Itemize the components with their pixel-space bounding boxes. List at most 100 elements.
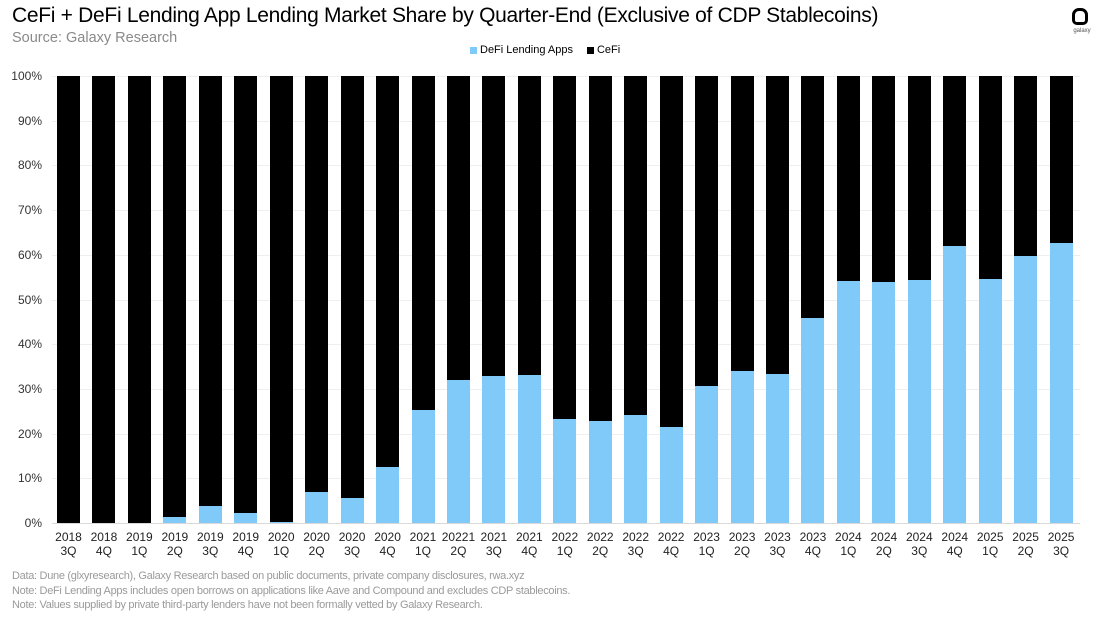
galaxy-logo-icon (1072, 8, 1088, 25)
x-tick-label: 2021 3Q (480, 530, 508, 558)
bar-segment-defi (659, 426, 683, 523)
bar-segment-defi (1014, 256, 1038, 523)
bar-segment-cefi (801, 76, 825, 318)
bar-stack (269, 76, 293, 523)
bar-segment-defi (305, 491, 329, 523)
bar-stack (376, 76, 400, 523)
bar-stack (1049, 76, 1073, 523)
x-tick-label: 2018 4Q (90, 530, 118, 558)
bar-stack (730, 76, 754, 523)
bar-segment-cefi (1049, 76, 1073, 244)
x-tick-label: 2024 4Q (941, 530, 969, 558)
bar-stack (517, 76, 541, 523)
bar-segment-defi (482, 375, 506, 523)
bar-stack (943, 76, 967, 523)
y-tick-label: 30% (17, 381, 42, 396)
bar-stack (695, 76, 719, 523)
galaxy-logo-text: galaxy (1073, 28, 1091, 34)
y-tick-label: 90% (17, 113, 42, 128)
bar-stack (234, 76, 258, 523)
bar-segment-cefi (730, 76, 754, 372)
bar-segment-defi (907, 279, 931, 523)
y-tick-label: 40% (17, 337, 42, 352)
bar-stack (588, 76, 612, 523)
footnote-vetting: Note: Values supplied by private third-p… (12, 599, 483, 611)
bar-stack (92, 76, 116, 523)
bar-segment-defi (446, 379, 470, 523)
bar-segment-cefi (553, 76, 577, 419)
chart-subtitle: Source: Galaxy Research (12, 30, 178, 46)
bar-stack (127, 76, 151, 523)
x-tick-label: 2025 1Q (976, 530, 1004, 558)
legend-label-cefi: CeFi (596, 44, 621, 56)
bar-segment-cefi (127, 76, 151, 523)
bar-segment-cefi (907, 76, 931, 280)
bar-segment-defi (553, 418, 577, 523)
y-tick-label: 50% (17, 292, 42, 307)
bar-stack (907, 76, 931, 523)
bar-segment-defi (695, 386, 719, 523)
bar-segment-defi (943, 245, 967, 523)
x-tick-label: 2023 4Q (799, 530, 827, 558)
bar-segment-defi (766, 374, 789, 523)
bar-segment-cefi (872, 76, 896, 283)
x-tick-label: 2019 3Q (196, 530, 224, 558)
bar-segment-defi (624, 414, 648, 523)
x-tick-label: 2022 2Q (586, 530, 614, 558)
bar-segment-cefi (92, 76, 116, 523)
legend-label-defi: DeFi Lending Apps (480, 44, 573, 56)
bar-stack (872, 76, 896, 523)
bar-stack (801, 76, 825, 523)
bar-segment-cefi (978, 76, 1002, 279)
bar-segment-cefi (695, 76, 719, 387)
bar-stack (836, 76, 860, 523)
bar-segment-cefi (376, 76, 400, 467)
bar-segment-defi (198, 506, 222, 523)
x-tick-label: 2022 3Q (622, 530, 650, 558)
bar-segment-cefi (624, 76, 648, 415)
bar-segment-cefi (517, 76, 541, 376)
x-tick-label: 2019 1Q (126, 530, 153, 558)
bar-stack (340, 76, 364, 523)
footnotes: Data: Dune (glxyresearch), Galaxy Resear… (12, 569, 570, 613)
bar-stack (978, 76, 1002, 523)
x-tick-label: 2024 2Q (870, 530, 898, 558)
bar-stack (553, 76, 577, 523)
x-tick-label: 2019 2Q (161, 530, 189, 558)
bar-segment-defi (269, 521, 293, 523)
x-tick-label: 2024 3Q (905, 530, 933, 558)
plot-area (52, 76, 1080, 524)
bar-segment-cefi (305, 76, 329, 492)
bar-segment-cefi (269, 76, 293, 522)
bar-stack (163, 76, 187, 523)
y-tick-label: 80% (17, 158, 42, 173)
footnote-data-source: Data: Dune (glxyresearch), Galaxy Resear… (12, 570, 525, 582)
x-tick-label: 2020 4Q (374, 530, 401, 558)
bar-segment-defi (163, 517, 187, 523)
y-tick-label: 100% (11, 69, 42, 83)
bar-stack (1014, 76, 1038, 523)
y-tick-label: 70% (17, 203, 42, 218)
bar-segment-defi (588, 421, 612, 523)
bar-segment-defi (1049, 243, 1073, 523)
bar-segment-cefi (340, 76, 364, 498)
bar-segment-cefi (766, 76, 789, 375)
bar-stack (57, 76, 80, 523)
x-tick-label: 2025 3Q (1047, 530, 1075, 558)
legend-item-defi: DeFi Lending Apps (470, 44, 573, 56)
x-tick-label: 2022 1Q (551, 530, 579, 558)
bar-stack (624, 76, 648, 523)
bar-segment-defi (411, 409, 435, 523)
galaxy-logo: galaxy (1068, 6, 1096, 36)
bar-segment-cefi (1014, 76, 1038, 257)
bar-stack (198, 76, 222, 523)
bar-stack (411, 76, 435, 523)
bar-stack (766, 76, 789, 523)
bar-segment-defi (978, 278, 1002, 523)
bar-stack (305, 76, 329, 523)
bar-segment-defi (340, 497, 364, 523)
y-tick-label: 10% (17, 471, 42, 486)
legend-swatch-defi-icon (470, 46, 477, 54)
x-tick-label: 20221 2Q (441, 530, 476, 558)
legend-swatch-cefi-icon (586, 46, 594, 54)
